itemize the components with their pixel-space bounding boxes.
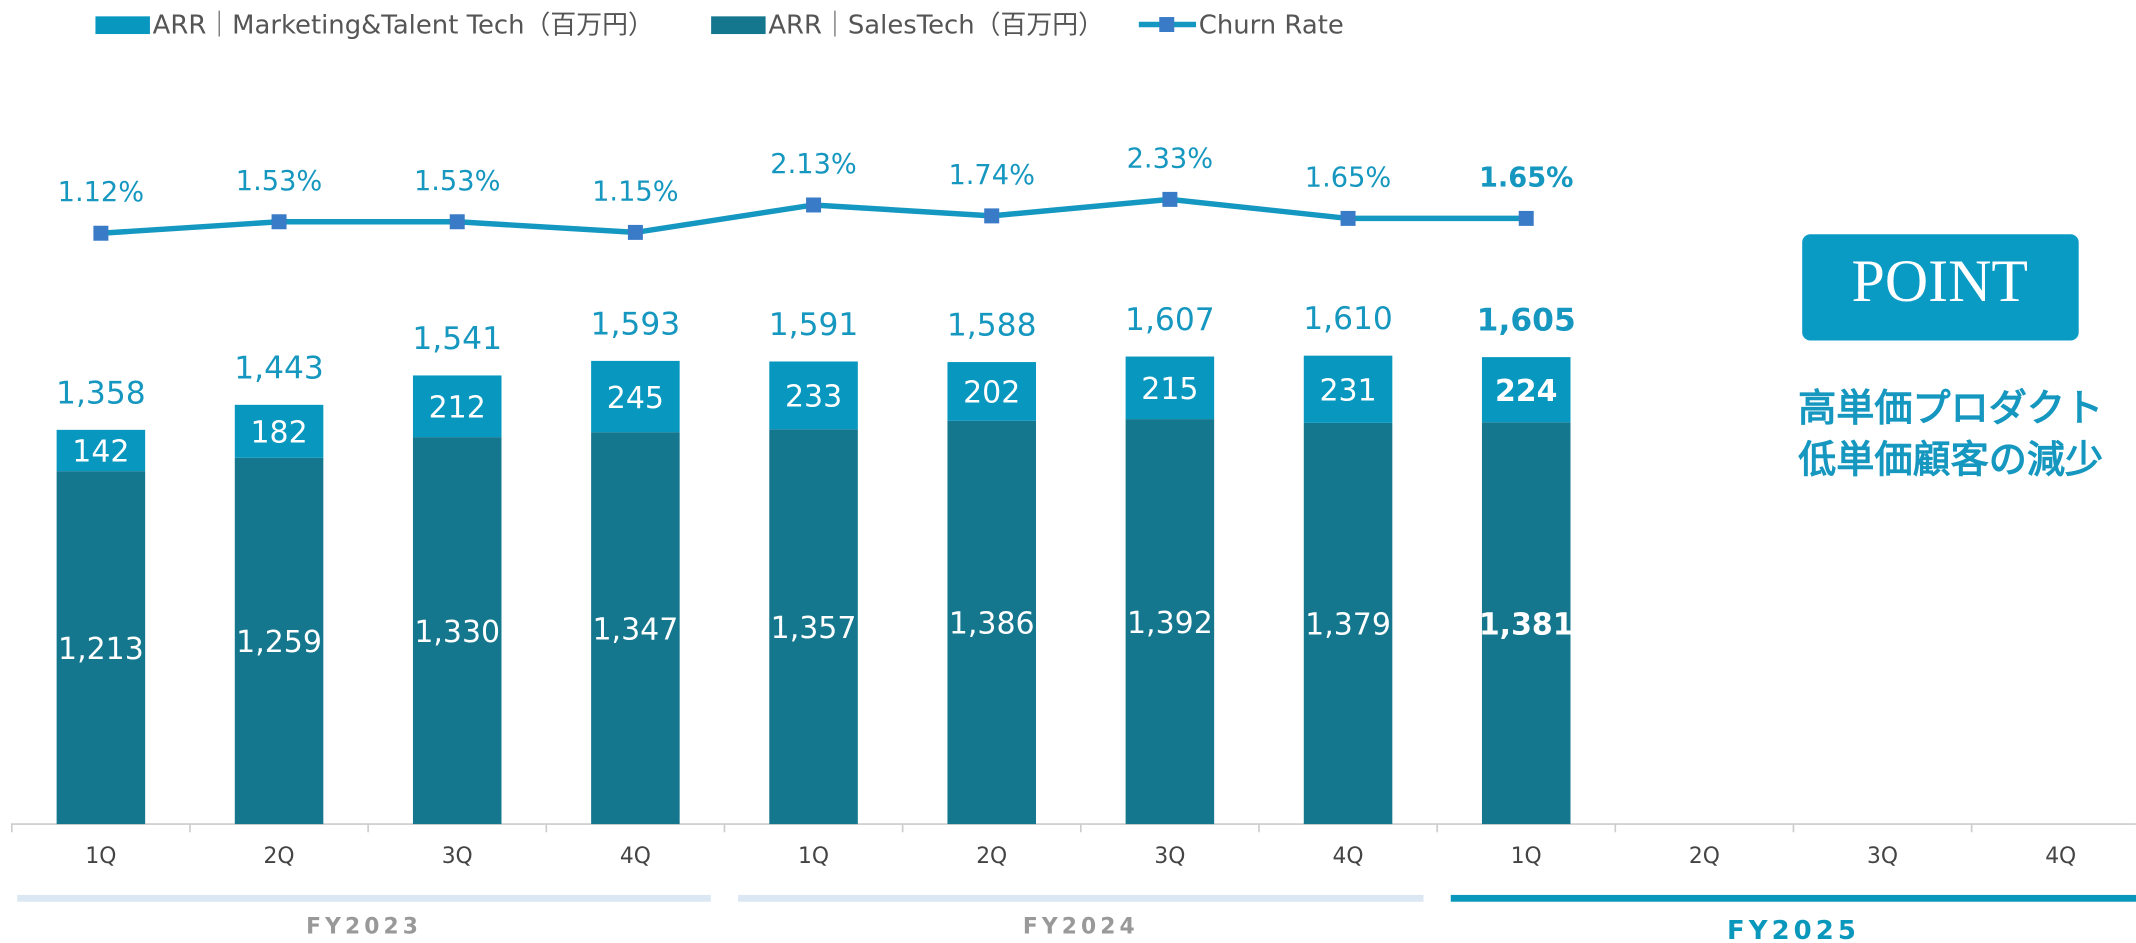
x-tick-label: 1Q: [798, 844, 829, 869]
legend-marker: [1159, 17, 1175, 33]
x-tick-label: 3Q: [1867, 844, 1898, 869]
churn-label: 1.53%: [414, 166, 501, 197]
bar-segment: [769, 361, 858, 430]
point-title: POINT: [1852, 248, 2028, 314]
bar-value-label: 202: [963, 376, 1020, 411]
point-text: 高単価プロダクト: [1798, 385, 2103, 430]
legend-label: ARR｜Marketing&Talent Tech（百万円）: [153, 10, 654, 40]
x-tick-label: 3Q: [442, 844, 473, 869]
bar-segment: [947, 362, 1036, 421]
churn-label: 1.74%: [948, 160, 1035, 191]
churn-label: 1.65%: [1479, 162, 1573, 193]
bar-segment: [591, 360, 680, 433]
bar-segment: [412, 437, 502, 825]
bar-segment: [56, 429, 146, 472]
total-label: 1,591: [769, 307, 859, 343]
bar-value-label: 1,381: [1479, 607, 1574, 642]
bar-segment: [412, 375, 502, 438]
churn-label: 1.15%: [592, 176, 679, 207]
churn-label: 2.13%: [770, 149, 857, 180]
bar-segment: [1303, 355, 1393, 423]
churn-marker: [1340, 210, 1356, 226]
x-tick-label: 2Q: [264, 844, 295, 869]
bar-value-label: 1,330: [414, 615, 500, 650]
total-label: 1,610: [1303, 301, 1393, 337]
bar-value-label: 1,213: [58, 632, 144, 667]
bar-value-label: 233: [785, 380, 842, 415]
total-label: 1,541: [412, 321, 502, 357]
bar-value-label: 212: [429, 391, 486, 426]
total-label: 1,358: [56, 375, 146, 411]
bar-value-label: 142: [72, 435, 129, 470]
legend-swatch: [95, 16, 150, 35]
bar-segment: [947, 420, 1036, 825]
x-tick-label: 4Q: [620, 844, 651, 869]
churn-label: 1.65%: [1305, 162, 1392, 193]
x-tick-label: 1Q: [85, 844, 116, 869]
bar-segment: [234, 404, 324, 458]
total-label: 1,443: [234, 350, 324, 386]
total-label: 1,607: [1125, 302, 1215, 338]
group-bar: [17, 894, 711, 902]
bar-value-label: 245: [607, 381, 664, 416]
bar-value-label: 1,357: [771, 611, 857, 646]
group-label: FY2023: [306, 915, 422, 940]
bar-segment: [769, 429, 858, 825]
bar-segment: [56, 471, 146, 825]
bar-value-label: 1,379: [1305, 608, 1391, 643]
point-text: 低単価顧客の減少: [1798, 437, 2103, 482]
bar-value-label: 182: [250, 416, 307, 451]
bar-segment: [1481, 422, 1571, 825]
bar-value-label: 1,392: [1127, 606, 1213, 641]
churn-marker: [984, 208, 1000, 224]
group-bar: [738, 894, 1424, 902]
churn-label: 1.12%: [58, 177, 145, 208]
x-tick-label: 4Q: [1333, 844, 1364, 869]
x-tick-label: 3Q: [1154, 844, 1185, 869]
churn-label: 1.53%: [236, 166, 323, 197]
bar-segment: [1481, 357, 1571, 423]
total-label: 1,593: [591, 306, 681, 342]
group-bar: [1450, 894, 2136, 902]
churn-marker: [1518, 210, 1534, 226]
bar-value-label: 231: [1319, 373, 1376, 408]
bar-value-label: 1,347: [593, 612, 679, 647]
churn-marker: [806, 197, 822, 213]
x-tick-label: 2Q: [976, 844, 1007, 869]
bar-segment: [1125, 356, 1215, 420]
total-label: 1,588: [947, 308, 1037, 344]
churn-label: 2.33%: [1127, 143, 1214, 174]
bar-value-label: 1,259: [236, 625, 322, 660]
bar-value-label: 215: [1141, 372, 1198, 407]
churn-marker: [449, 214, 465, 230]
churn-marker: [271, 214, 287, 230]
legend-swatch: [711, 16, 766, 35]
bar-value-label: 1,386: [949, 607, 1035, 642]
x-tick-label: 4Q: [2045, 844, 2076, 869]
bar-segment: [1125, 419, 1215, 825]
total-label: 1,605: [1477, 303, 1576, 339]
churn-marker: [1162, 191, 1178, 207]
bar-segment: [591, 432, 680, 825]
churn-marker: [627, 224, 643, 240]
bar-segment: [1303, 422, 1393, 825]
group-label: FY2024: [1023, 915, 1139, 940]
bar-segment: [234, 457, 324, 825]
group-label: FY2025: [1727, 916, 1860, 943]
legend-label: Churn Rate: [1199, 10, 1344, 40]
x-tick-label: 2Q: [1689, 844, 1720, 869]
x-tick-label: 1Q: [1511, 844, 1542, 869]
churn-marker: [93, 225, 109, 241]
bar-value-label: 224: [1495, 374, 1558, 409]
point-box: [1802, 234, 2079, 341]
legend-label: ARR｜SalesTech（百万円）: [768, 10, 1104, 40]
